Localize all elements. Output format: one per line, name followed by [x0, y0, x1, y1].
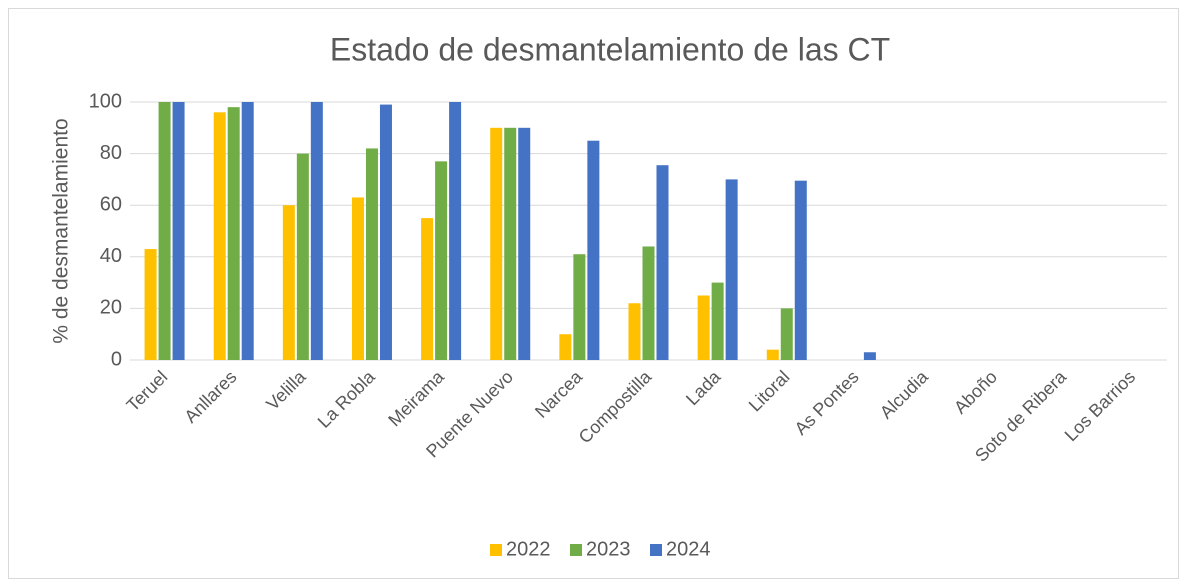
bar — [227, 107, 240, 360]
bar — [794, 180, 807, 360]
bar — [766, 349, 779, 360]
bar — [351, 197, 364, 360]
bar — [697, 295, 710, 360]
y-tick-label: 100 — [89, 90, 122, 112]
bar — [863, 352, 876, 360]
legend-swatch — [490, 544, 502, 556]
bar — [628, 303, 641, 360]
bar — [711, 282, 724, 360]
legend-label: 2023 — [586, 538, 631, 560]
bar — [158, 102, 171, 360]
y-tick-label: 0 — [111, 348, 122, 370]
legend-swatch — [650, 544, 662, 556]
chart-title: Estado de desmantelamiento de las CT — [330, 31, 890, 67]
bar — [573, 254, 586, 360]
bar — [310, 102, 323, 360]
bar — [449, 102, 462, 360]
bar — [725, 179, 738, 360]
bar — [282, 205, 295, 360]
y-axis-label: % de desmantelamiento — [50, 118, 73, 343]
y-tick-label: 20 — [100, 297, 122, 319]
bar — [213, 112, 226, 360]
bar — [379, 104, 392, 360]
bar — [144, 249, 157, 360]
bar — [490, 127, 503, 360]
bar — [780, 308, 793, 360]
bar — [656, 165, 669, 360]
legend-swatch — [570, 544, 582, 556]
y-tick-label: 40 — [100, 245, 122, 267]
bar — [559, 334, 572, 360]
legend-label: 2024 — [666, 538, 711, 560]
bar — [241, 102, 254, 360]
bar — [435, 161, 448, 360]
y-tick-label: 80 — [100, 142, 122, 164]
bar — [587, 140, 600, 360]
legend-label: 2022 — [506, 538, 551, 560]
bar — [642, 246, 655, 360]
bar — [504, 127, 517, 360]
bar — [296, 153, 309, 360]
bar — [365, 148, 378, 360]
bar — [172, 102, 185, 360]
bar — [421, 218, 434, 360]
y-tick-label: 60 — [100, 193, 122, 215]
bar — [518, 127, 531, 360]
